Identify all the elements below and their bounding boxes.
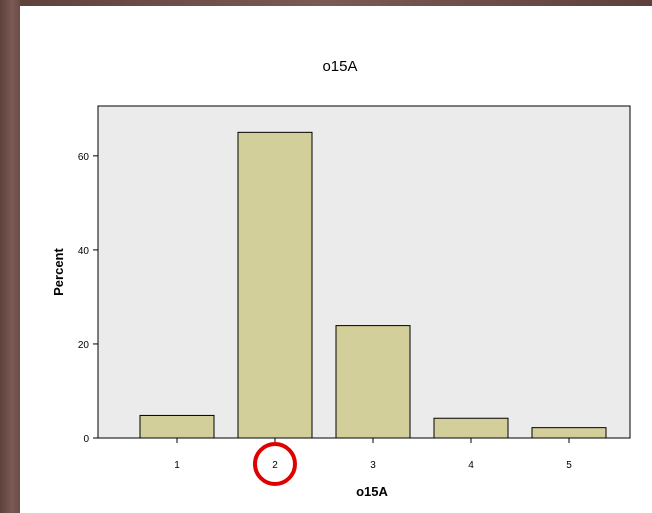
y-tick-label: 60	[78, 152, 90, 163]
highlight-circle	[253, 442, 297, 486]
x-tick-label: 4	[468, 460, 474, 471]
bar-2	[237, 131, 313, 439]
y-tick-label: 0	[83, 434, 89, 445]
bars-group	[139, 131, 607, 439]
y-tick-label: 20	[78, 340, 90, 351]
x-tick-label: 1	[174, 460, 180, 471]
window-frame-top	[0, 0, 652, 6]
bar-4	[433, 417, 509, 439]
y-tick-label: 40	[78, 246, 90, 257]
bar-3	[335, 325, 411, 439]
bar-1	[139, 414, 215, 439]
x-tick-label: 3	[370, 460, 376, 471]
chart-title: o15A	[322, 58, 357, 75]
x-axis-label: o15A	[356, 484, 388, 499]
window-frame-left	[0, 0, 20, 513]
x-tick-label: 2	[272, 460, 278, 471]
x-tick-label: 5	[566, 460, 572, 471]
y-axis-label: Percent	[51, 247, 66, 295]
y-axis: 0 20 40 60	[78, 152, 98, 445]
x-axis: 1 2 3 4 5	[174, 438, 572, 471]
bar-5	[531, 427, 607, 439]
